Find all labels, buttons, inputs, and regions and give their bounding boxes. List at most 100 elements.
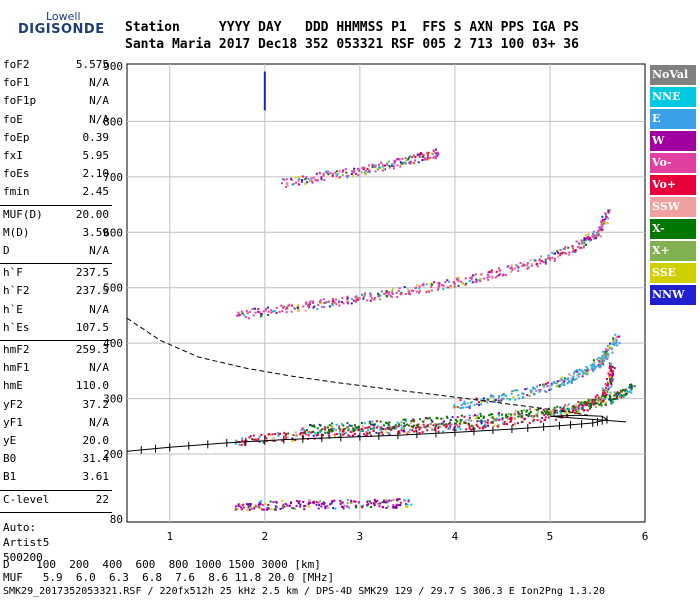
trace-point: [404, 424, 407, 427]
trace-point: [442, 288, 445, 291]
trace-point: [543, 383, 546, 386]
trace-point: [633, 385, 636, 388]
trace-point: [323, 306, 326, 309]
trace-point: [468, 414, 471, 417]
trace-point: [535, 389, 538, 392]
trace-point: [392, 505, 395, 508]
x-tick-label: 3: [357, 530, 364, 543]
trace-point: [345, 175, 348, 178]
trace-point: [497, 424, 500, 427]
trace-point: [404, 161, 407, 164]
trace-point: [352, 171, 355, 174]
trace-point: [330, 424, 333, 427]
trace-point: [581, 375, 584, 378]
trace-point: [613, 391, 616, 394]
trace-point: [528, 394, 531, 397]
trace-point: [431, 283, 434, 286]
trace-point: [374, 423, 377, 426]
trace-point: [384, 499, 387, 502]
trace-point: [589, 405, 592, 408]
trace-point: [247, 504, 250, 507]
trace-point: [267, 507, 270, 510]
trace-point: [596, 394, 599, 397]
trace-point: [597, 398, 600, 401]
trace-point: [443, 424, 446, 427]
trace-point: [605, 378, 608, 381]
trace-point: [386, 501, 389, 504]
trace-point: [623, 394, 626, 397]
trace-point: [510, 392, 513, 395]
trace-point: [282, 305, 285, 308]
trace-point: [309, 300, 312, 303]
trace-point: [520, 415, 523, 418]
trace-point: [286, 436, 289, 439]
param-value: 37.2: [82, 397, 110, 411]
trace-point: [407, 161, 410, 164]
trace-point: [274, 508, 277, 511]
trace-point: [423, 419, 426, 422]
trace-point: [339, 428, 342, 431]
trace-point: [501, 274, 504, 277]
trace-point: [457, 279, 460, 282]
trace-point: [435, 417, 438, 420]
trace-point: [457, 406, 460, 409]
trace-point: [571, 250, 574, 253]
trace-point: [484, 426, 487, 429]
trace-point: [527, 266, 530, 269]
trace-point: [536, 413, 539, 416]
trace-point: [315, 501, 318, 504]
trace-point: [395, 505, 398, 508]
legend-entry: W: [650, 131, 696, 151]
trace-point: [433, 428, 436, 431]
trace-point: [342, 169, 345, 172]
trace-point: [491, 421, 494, 424]
trace-point: [388, 165, 391, 168]
trace-point: [350, 172, 353, 175]
param-value: 20.0: [82, 434, 110, 447]
trace-point: [612, 401, 615, 404]
trace-point: [371, 297, 374, 300]
trace-point: [240, 443, 243, 446]
trace-point: [253, 505, 256, 508]
trace-point: [484, 421, 487, 424]
trace-point: [525, 410, 528, 413]
trace-point: [300, 429, 303, 432]
trace-point: [320, 502, 323, 505]
trace-point: [578, 242, 581, 245]
y-tick-label: 400: [103, 337, 123, 350]
trace-point: [477, 404, 480, 407]
trace-point: [611, 351, 614, 354]
trace-point: [605, 393, 608, 396]
trace-point: [383, 292, 386, 295]
trace-point: [373, 427, 376, 430]
param-row: foEp 0.39: [3, 131, 109, 149]
param-value: N/A: [89, 244, 109, 257]
trace-point: [494, 399, 497, 402]
trace-point: [409, 155, 412, 158]
trace-point: [316, 431, 319, 434]
trace-point: [408, 289, 411, 292]
trace-point: [286, 184, 289, 187]
trace-point: [422, 155, 425, 158]
trace-point: [379, 502, 382, 505]
trace-point: [517, 412, 520, 415]
trace-point: [563, 377, 566, 380]
trace-point: [610, 385, 613, 388]
trace-point: [483, 277, 486, 280]
trace-point: [429, 282, 432, 285]
trace-point: [292, 507, 295, 510]
trace-point: [302, 431, 305, 434]
trace-point: [598, 403, 601, 406]
trace-point: [365, 434, 368, 437]
trace-point: [306, 181, 309, 184]
trace-point: [338, 304, 341, 307]
trace-point: [349, 431, 352, 434]
trace-point: [582, 370, 585, 373]
trace-point: [600, 400, 603, 403]
trace-point: [342, 430, 345, 433]
trace-point: [248, 508, 251, 511]
trace-point: [309, 179, 312, 182]
trace-point: [624, 388, 627, 391]
trace-point: [363, 292, 366, 295]
trace-point: [249, 507, 252, 510]
